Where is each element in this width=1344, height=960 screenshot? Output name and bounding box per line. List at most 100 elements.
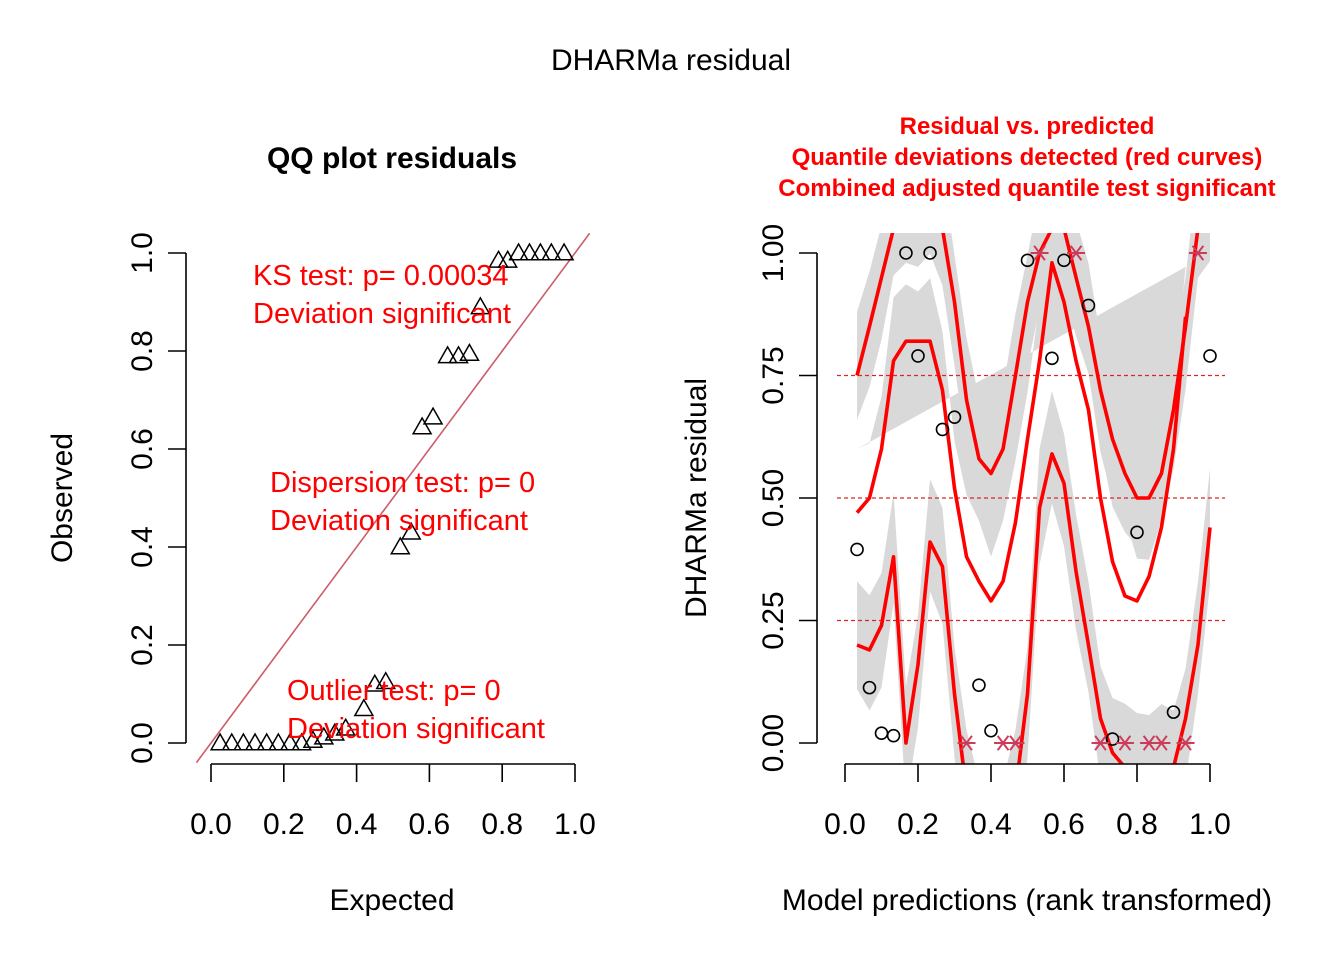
residual-title-line3: Combined adjusted quantile test signific… bbox=[778, 175, 1275, 202]
residual-point bbox=[886, 728, 901, 743]
quantile-curve-q50 bbox=[855, 261, 1188, 603]
dispersion-test-line2: Deviation significant bbox=[270, 505, 528, 537]
qq-point bbox=[291, 732, 312, 751]
qq-x-tick-label: 0.6 bbox=[409, 808, 451, 841]
residual-point bbox=[1020, 253, 1035, 268]
residual-x-tick-label: 0.8 bbox=[1116, 808, 1158, 841]
qq-point bbox=[324, 722, 346, 741]
confidence-band-q75 bbox=[857, 233, 1210, 560]
qq-y-tick-label: 0.6 bbox=[126, 428, 159, 470]
residual-y-tick-label: 0.25 bbox=[757, 591, 790, 649]
dispersion-test-annotation: Dispersion test: p= 0 Deviation signific… bbox=[270, 467, 535, 537]
residual-y-ticks: 0.00 0.25 0.50 0.75 1.00 bbox=[757, 224, 817, 772]
qq-point bbox=[353, 698, 375, 717]
residual-y-tick-label: 0.75 bbox=[757, 346, 790, 404]
qq-point bbox=[422, 406, 444, 425]
qq-x-ticks: 0.0 0.2 0.4 0.6 0.8 1.0 bbox=[190, 764, 596, 841]
qq-point bbox=[335, 717, 356, 736]
residual-x-tick-label: 0.6 bbox=[1043, 808, 1085, 841]
qq-point bbox=[389, 536, 411, 555]
residual-point bbox=[911, 349, 925, 363]
qq-point bbox=[519, 242, 540, 261]
outlier-point bbox=[1152, 735, 1171, 751]
qq-point bbox=[209, 732, 231, 751]
qq-point bbox=[244, 732, 266, 751]
residual-x-tick-label: 0.4 bbox=[970, 808, 1012, 841]
qq-point bbox=[256, 732, 277, 751]
qq-point bbox=[470, 296, 491, 315]
qq-point bbox=[530, 242, 551, 261]
qq-point bbox=[233, 732, 254, 751]
residual-ylabel: DHARMa residual bbox=[680, 378, 713, 618]
qq-y-tick-label: 0.4 bbox=[126, 526, 159, 568]
outlier-point bbox=[1006, 735, 1025, 751]
residual-point bbox=[862, 680, 877, 695]
residual-title-line2: Quantile deviations detected (red curves… bbox=[792, 144, 1263, 171]
qq-point bbox=[541, 242, 562, 261]
qq-point bbox=[375, 671, 397, 690]
outlier-point bbox=[1188, 245, 1207, 261]
residual-x-tick-label: 0.2 bbox=[897, 808, 939, 841]
qq-point bbox=[508, 242, 529, 261]
qq-x-tick-label: 0.8 bbox=[481, 808, 523, 841]
residual-point bbox=[947, 410, 962, 424]
qq-point bbox=[437, 345, 458, 364]
qq-plot-area bbox=[195, 232, 591, 764]
outlier-point bbox=[1030, 245, 1049, 261]
residual-xlabel: Model predictions (rank transformed) bbox=[782, 884, 1272, 917]
qq-point bbox=[221, 732, 243, 751]
qq-y-tick-label: 0.2 bbox=[126, 624, 159, 666]
residual-point bbox=[1166, 705, 1181, 719]
residual-y-tick-label: 1.00 bbox=[757, 224, 790, 282]
quantile-curve-q75 bbox=[855, 233, 1200, 500]
qq-xlabel: Expected bbox=[329, 884, 454, 917]
residual-point bbox=[874, 726, 889, 741]
qq-y-tick-label: 0.0 bbox=[126, 722, 159, 764]
ks-test-line1: KS test: p= 0.00034 bbox=[253, 260, 509, 292]
residual-point bbox=[1057, 253, 1071, 268]
residual-point bbox=[1130, 525, 1144, 540]
residual-plot-panel: Residual vs. predicted Quantile deviatio… bbox=[680, 113, 1276, 917]
ks-test-annotation: KS test: p= 0.00034 Deviation significan… bbox=[253, 260, 511, 330]
residual-x-ticks: 0.0 0.2 0.4 0.6 0.8 1.0 bbox=[824, 764, 1231, 841]
qq-x-tick-label: 0.2 bbox=[263, 808, 305, 841]
ks-test-line2: Deviation significant bbox=[253, 298, 511, 330]
qq-y-ticks: 0.0 0.2 0.4 0.6 0.8 1.0 bbox=[126, 232, 186, 764]
residual-point bbox=[1081, 298, 1096, 313]
residual-point bbox=[1203, 349, 1217, 363]
qq-point bbox=[268, 732, 289, 751]
qq-y-tick-label: 0.8 bbox=[126, 330, 159, 372]
qq-reference-line bbox=[195, 232, 591, 764]
residual-point bbox=[935, 422, 950, 437]
residual-point bbox=[972, 678, 986, 692]
residual-x-tick-label: 1.0 bbox=[1189, 808, 1231, 841]
qq-x-tick-label: 0.0 bbox=[190, 808, 232, 841]
qq-point bbox=[553, 242, 575, 261]
residual-point bbox=[984, 723, 998, 738]
outlier-point bbox=[957, 735, 976, 751]
residual-point bbox=[850, 542, 864, 557]
residual-title-line1: Residual vs. predicted bbox=[900, 113, 1155, 140]
outlier-test-line1: Outlier test: p= 0 bbox=[287, 675, 501, 707]
residual-points bbox=[850, 245, 1217, 751]
qq-ylabel: Observed bbox=[46, 433, 79, 563]
residual-point bbox=[899, 246, 913, 260]
residual-point bbox=[1045, 351, 1059, 366]
outlier-point bbox=[1091, 735, 1110, 751]
qq-y-tick-label: 1.0 bbox=[126, 232, 159, 274]
residual-x-tick-label: 0.0 bbox=[824, 808, 866, 841]
qq-title: QQ plot residuals bbox=[267, 142, 517, 175]
outlier-test-annotation: Outlier test: p= 0 Deviation significant bbox=[287, 675, 545, 745]
qq-x-tick-label: 0.4 bbox=[336, 808, 378, 841]
residual-y-tick-label: 0.50 bbox=[757, 469, 790, 527]
residual-y-tick-label: 0.00 bbox=[757, 714, 790, 772]
qq-plot-panel: QQ plot residuals 0.0 0.2 0.4 0.6 0.8 1.0 0.0… bbox=[46, 142, 596, 917]
qq-point bbox=[279, 732, 301, 751]
qq-x-tick-label: 1.0 bbox=[554, 808, 596, 841]
outlier-point bbox=[1115, 735, 1134, 751]
outlier-test-line2: Deviation significant bbox=[287, 713, 545, 745]
residual-point bbox=[1105, 732, 1120, 746]
suptitle: DHARMa residual bbox=[551, 44, 791, 77]
dispersion-test-line1: Dispersion test: p= 0 bbox=[270, 467, 535, 499]
